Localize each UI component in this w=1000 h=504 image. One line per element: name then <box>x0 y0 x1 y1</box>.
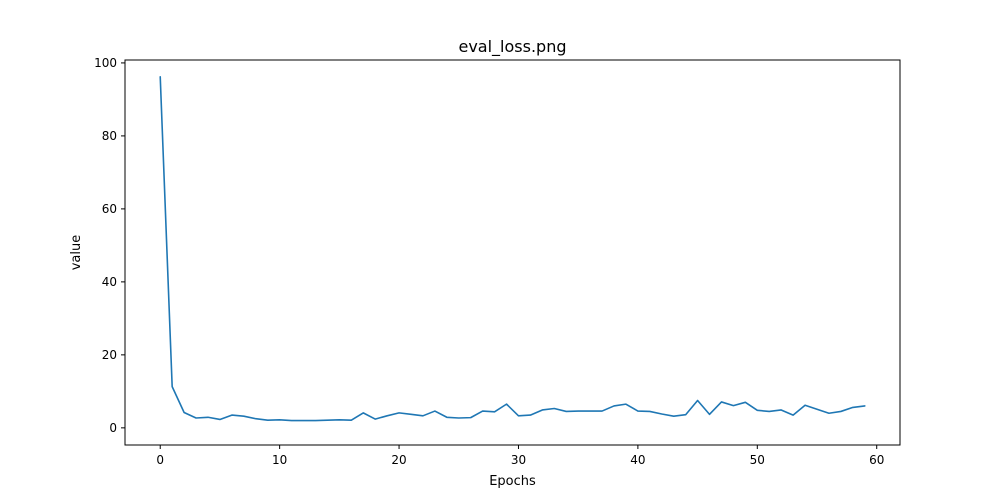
data-point <box>494 411 496 413</box>
data-point <box>458 417 460 419</box>
data-point <box>864 405 866 407</box>
y-tick-label: 80 <box>102 129 117 143</box>
series-line-0 <box>159 75 866 422</box>
data-point <box>720 401 722 403</box>
data-point <box>553 408 555 410</box>
data-point <box>219 418 221 420</box>
data-point <box>255 418 257 420</box>
data-point <box>291 420 293 422</box>
data-point <box>207 416 209 418</box>
data-point <box>828 412 830 414</box>
data-point <box>744 401 746 403</box>
data-point <box>792 414 794 416</box>
data-point <box>470 417 472 419</box>
data-point <box>601 410 603 412</box>
data-point <box>768 410 770 412</box>
plot-frame <box>124 59 901 446</box>
x-tick-label: 60 <box>869 453 884 467</box>
x-axis-label: Epochs <box>489 474 536 489</box>
data-point <box>649 410 651 412</box>
data-point <box>685 414 687 416</box>
x-axis-ticks: 0 10 20 30 40 50 60 <box>156 445 884 467</box>
data-point <box>541 409 543 411</box>
data-point <box>709 413 711 415</box>
chart-title: eval_loss.png <box>458 37 566 57</box>
data-point <box>529 414 531 416</box>
data-point <box>506 403 508 405</box>
y-tick-label: 0 <box>109 421 117 435</box>
data-point <box>840 410 842 412</box>
data-point <box>625 403 627 405</box>
data-point <box>804 404 806 406</box>
data-point <box>171 386 173 388</box>
y-tick-label: 40 <box>102 275 117 289</box>
data-point <box>673 415 675 417</box>
data-point <box>661 413 663 415</box>
data-point <box>314 420 316 422</box>
x-tick-label: 20 <box>391 453 406 467</box>
data-point <box>159 76 161 78</box>
data-point <box>303 420 305 422</box>
x-tick-label: 40 <box>630 453 645 467</box>
data-point <box>434 410 436 412</box>
data-point <box>482 410 484 412</box>
data-point <box>637 410 639 412</box>
y-axis-label: value <box>69 235 84 271</box>
y-tick-label: 100 <box>94 56 117 70</box>
data-point <box>816 408 818 410</box>
data-point <box>362 412 364 414</box>
x-tick-label: 30 <box>511 453 526 467</box>
data-point <box>565 410 567 412</box>
data-point <box>780 409 782 411</box>
data-point <box>577 410 579 412</box>
data-point <box>398 412 400 414</box>
data-point <box>732 405 734 407</box>
data-point <box>267 419 269 421</box>
data-point <box>231 414 233 416</box>
data-point <box>589 410 591 412</box>
y-axis-ticks: 0 20 40 60 80 100 <box>94 56 125 435</box>
data-point <box>697 399 699 401</box>
x-tick-label: 0 <box>156 453 164 467</box>
data-point <box>386 415 388 417</box>
data-point <box>852 406 854 408</box>
x-tick-label: 50 <box>750 453 765 467</box>
data-point <box>243 415 245 417</box>
data-point <box>613 405 615 407</box>
data-point <box>517 415 519 417</box>
data-point <box>410 413 412 415</box>
y-tick-label: 20 <box>102 348 117 362</box>
data-point <box>338 419 340 421</box>
data-point <box>326 419 328 421</box>
x-tick-label: 10 <box>272 453 287 467</box>
data-point <box>446 416 448 418</box>
data-point <box>195 417 197 419</box>
data-point <box>350 419 352 421</box>
data-point <box>756 409 758 411</box>
data-point <box>422 415 424 417</box>
data-point <box>279 419 281 421</box>
plot-area <box>159 75 866 422</box>
y-tick-label: 60 <box>102 202 117 216</box>
data-point <box>374 418 376 420</box>
data-point <box>183 412 185 414</box>
